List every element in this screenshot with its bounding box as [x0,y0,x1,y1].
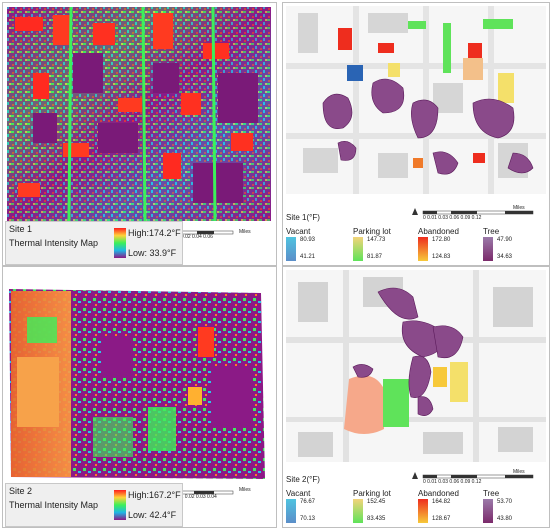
tree-canopy-blocks [33,53,258,203]
building-footprints [298,13,528,178]
site1-thermal-map: N [7,6,271,235]
hot-building-blocks [15,13,253,197]
site2-landuse-map [286,270,546,479]
site2-landuse-panel: 0 0.01 0.03 0.06 0.09 0.12 Miles Site 2(… [282,266,550,528]
high-label: High:174.2°F [128,228,181,238]
low-label: Low: 33.9°F [128,248,177,258]
hot-roof-blocks [93,327,253,457]
legend-high-value: 80.93 [300,237,316,243]
legend-tree-swatch [483,237,493,261]
tree-patches [322,78,534,175]
high-label: High:167.2°F [128,490,181,500]
legend-abandoned-swatch [418,237,428,261]
scale-bar [422,210,534,215]
legend-vacant-swatch [286,237,296,261]
legend-vacant-label: Vacant [286,489,311,498]
legend-abandoned-swatch [418,499,428,523]
vacant-parcel [347,65,363,81]
legend-abandoned-label: Abandoned [418,489,459,498]
legend-low-value: 70.13 [300,516,316,522]
map-title: Thermal Intensity Map [9,238,99,248]
site-label: Site 1(°F) [286,213,320,222]
parking-lot-green [383,379,409,427]
scale-unit: Miles [239,229,251,235]
legend-vacant-label: Vacant [286,227,311,236]
site2-thermal-map [9,289,265,495]
legend-parking-lot-swatch [353,237,363,261]
legend-low-value: 41.21 [300,254,316,260]
north-arrow [412,208,418,215]
tree-patches [352,287,464,416]
site1-landuse-panel: 0 0.01 0.03 0.06 0.09 0.12 Miles Site 1(… [282,2,550,266]
legend-tree-swatch [483,499,493,523]
legend-parking-lot-swatch [353,499,363,523]
street-lines [67,6,217,222]
low-label: Low: 42.4°F [128,510,177,520]
abandoned-lot-large [344,375,384,434]
legend-low-value: 81.87 [367,254,383,260]
north-arrow [412,472,418,479]
scale-labels: 0 0.01 0.03 0.06 0.09 0.12 [423,479,482,485]
landuse-legend: Site 2(°F) Vacant 76.67 70.13 Parking lot 15… [283,475,549,527]
parking-lot-yellow [450,362,468,402]
site-label: Site 2(°F) [286,475,320,484]
legend-high-value: 164.82 [432,499,451,505]
legend-parking-lot-label: Parking lot [353,489,391,498]
legend-high-value: 53.70 [497,499,513,505]
site-label: Site 2 [9,486,33,496]
legend-tree-label: Tree [483,227,500,236]
legend-tree-label: Tree [483,489,500,498]
site1-landuse-map [286,6,546,215]
scale-unit: Miles [239,487,251,493]
scale-unit: Miles [513,205,525,211]
legend-high-value: 47.90 [497,237,513,243]
scale-labels: 0 0.01 0.03 0.06 0.09 0.12 [423,215,482,221]
scale-bar [422,474,534,479]
scale-labels: 0 0.0050.01 0.02 0.03 0.04 [157,494,217,500]
legend-high-value: 147.73 [367,237,386,243]
legend-low-value: 124.83 [432,254,451,260]
site-label: Site 1 [9,224,33,234]
map-title: Thermal Intensity Map [9,500,99,510]
thermal-legend: Site 2 Thermal Intensity Map High:167.2°… [5,483,183,527]
legend-high-value: 152.45 [367,499,386,505]
legend-vacant-swatch [286,499,296,523]
scale-unit: Miles [513,469,525,475]
site2-thermal-panel: 0 0.0050.01 0.02 0.03 0.04 Miles Site 2 … [2,266,277,528]
legend-low-value: 83.435 [367,516,386,522]
landuse-legend: Site 1(°F) Vacant 80.93 41.21 Parking lot 14… [283,213,549,265]
legend-low-value: 43.80 [497,516,513,522]
parking-parcels [388,19,514,103]
legend-low-value: 128.67 [432,516,451,522]
scale-labels: 0 0.010.02 0.04 0.06 [167,234,213,240]
thermal-ramp [114,228,126,258]
legend-high-value: 172.80 [432,237,451,243]
legend-high-value: 76.67 [300,499,316,505]
abandoned-lot-small [433,367,447,387]
site1-thermal-panel: N 0 0.010.02 0.04 0.06 Miles Site 1 Ther… [2,2,277,266]
thermal-legend: Site 1 Thermal Intensity Map High:174.2°… [5,221,183,265]
legend-parking-lot-label: Parking lot [353,227,391,236]
legend-abandoned-label: Abandoned [418,227,459,236]
legend-low-value: 34.63 [497,254,513,260]
thermal-ramp [114,490,126,520]
